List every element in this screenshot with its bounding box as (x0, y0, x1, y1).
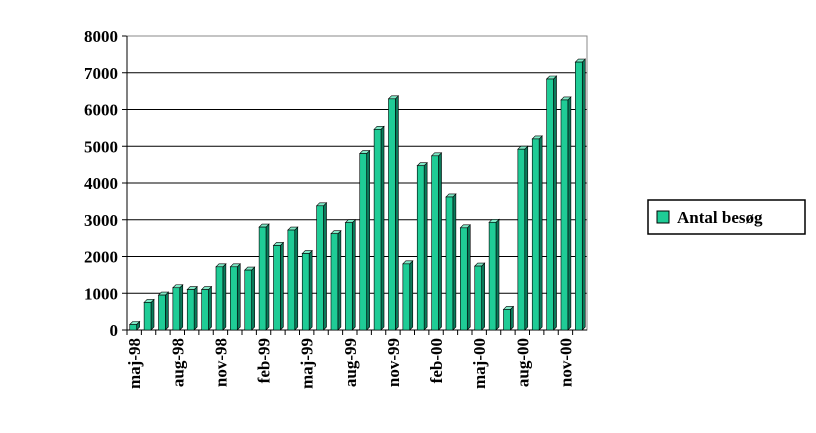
x-tick-label: nov-00 (556, 338, 575, 387)
bar-side (265, 223, 270, 331)
bar-side (553, 75, 557, 331)
bar (416, 165, 425, 331)
bar (129, 324, 137, 331)
y-tick-label: 7000 (84, 64, 118, 83)
bar (287, 229, 296, 331)
bar (488, 222, 497, 331)
bar (575, 61, 583, 331)
bar-side (438, 152, 442, 331)
bar-side (150, 298, 155, 331)
y-tick-label: 0 (110, 321, 119, 340)
bar-side (452, 193, 457, 331)
x-tick-label: maj-00 (470, 338, 489, 389)
bar-side (510, 305, 514, 331)
bar-side (236, 263, 241, 331)
bar-side (222, 263, 227, 331)
legend-label: Antal besøg (677, 208, 763, 227)
x-tick-label: maj-98 (125, 338, 144, 389)
bar-side (366, 149, 370, 331)
legend-box (647, 199, 806, 235)
x-tick-label: aug-99 (341, 338, 360, 387)
bar (445, 196, 454, 331)
bar-side (351, 218, 356, 331)
x-tick-label: nov-98 (211, 338, 230, 387)
bar (143, 302, 152, 331)
x-tick-label: aug-98 (168, 338, 187, 387)
y-tick-label: 6000 (84, 101, 118, 120)
bar-side (466, 224, 471, 331)
x-tick-label: aug-00 (513, 338, 532, 387)
y-tick-label: 1000 (84, 284, 118, 303)
bar (546, 78, 554, 331)
bar-side (495, 218, 500, 331)
bar (201, 289, 209, 331)
bar (186, 289, 195, 331)
y-tick-label: 3000 (84, 211, 118, 230)
bar (273, 245, 281, 331)
bar (158, 294, 166, 331)
bar (373, 129, 382, 331)
bar (230, 266, 238, 331)
bar (402, 263, 411, 331)
bar-side (294, 226, 299, 331)
x-tick-label: nov-99 (384, 338, 403, 387)
bar (301, 253, 310, 331)
bar-side (179, 284, 184, 331)
y-tick-label: 5000 (84, 137, 118, 156)
bar (244, 269, 252, 331)
bar-side (337, 229, 342, 331)
bar (345, 222, 353, 331)
bar (388, 98, 396, 331)
bar (215, 266, 224, 331)
bar-side (165, 291, 169, 331)
bar (474, 265, 482, 331)
bar (531, 138, 540, 331)
bar (172, 287, 181, 331)
bar-side (538, 135, 543, 331)
bar-side (409, 260, 414, 331)
bar (330, 233, 339, 331)
bar-side (193, 285, 198, 331)
bar (431, 155, 439, 331)
bar-side (524, 145, 529, 331)
y-tick-label: 8000 (84, 27, 118, 46)
bar-side (380, 125, 385, 331)
bar-side (251, 266, 255, 331)
bar (503, 309, 511, 331)
bar (517, 148, 526, 331)
bar-side (323, 202, 327, 331)
bar-side (395, 95, 399, 331)
bar (316, 205, 324, 331)
bar (258, 226, 267, 331)
bar-side (581, 58, 586, 331)
bar-side (308, 249, 313, 331)
bar (359, 153, 367, 331)
x-tick-label: feb-99 (255, 338, 274, 383)
bar (560, 99, 569, 331)
bar-side (567, 96, 572, 331)
y-tick-label: 2000 (84, 248, 118, 267)
x-tick-label: feb-00 (427, 338, 446, 383)
bar-side (481, 262, 485, 331)
x-tick-label: maj-99 (298, 338, 317, 389)
legend-swatch (656, 210, 670, 224)
bar (460, 227, 468, 331)
y-tick-label: 4000 (84, 174, 118, 193)
bar-side (208, 285, 212, 331)
bar-side (280, 241, 284, 331)
bar-side (423, 162, 428, 331)
